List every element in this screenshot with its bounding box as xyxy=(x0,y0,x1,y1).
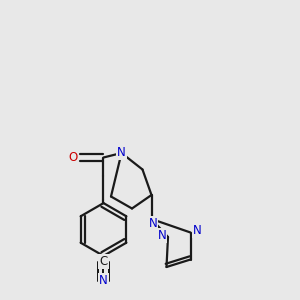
Text: N: N xyxy=(148,217,158,230)
Text: N: N xyxy=(158,229,166,242)
Text: N: N xyxy=(193,224,202,238)
Text: N: N xyxy=(99,274,108,287)
Text: O: O xyxy=(68,151,77,164)
Text: C: C xyxy=(99,255,108,268)
Text: N: N xyxy=(117,146,126,160)
